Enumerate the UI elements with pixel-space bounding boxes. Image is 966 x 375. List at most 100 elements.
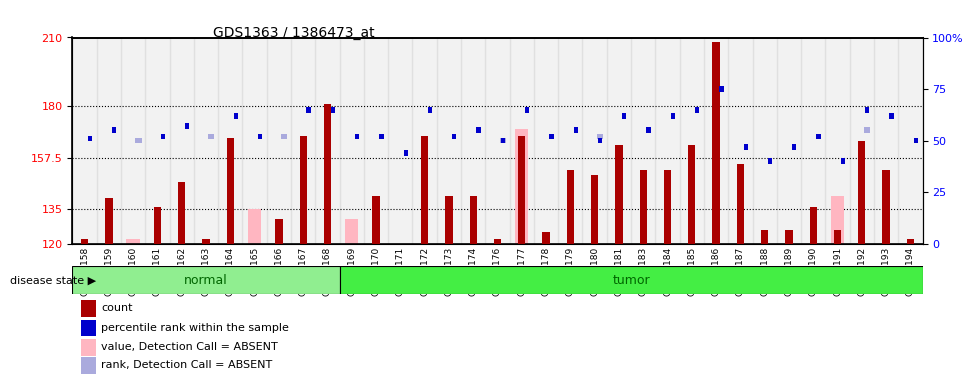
Bar [452,134,456,140]
Bar [421,136,428,244]
Bar [801,38,825,244]
Bar [105,198,113,244]
Bar [202,239,210,244]
Bar [567,170,574,244]
Bar [639,170,647,244]
Bar [558,38,582,244]
Bar [597,134,603,140]
Bar [88,136,92,141]
Text: disease state ▶: disease state ▶ [10,276,96,285]
Bar [646,128,651,133]
Bar [355,134,359,140]
Bar [388,38,412,244]
Bar [831,196,844,244]
Bar [227,138,234,244]
Bar [890,113,894,119]
Bar [485,38,510,244]
Bar [81,300,97,316]
Bar [785,230,793,244]
Bar [777,38,801,244]
Bar [242,38,267,244]
Bar [874,38,898,244]
Bar [607,38,631,244]
Bar [412,38,437,244]
Bar [81,320,97,336]
Bar [914,138,918,144]
Bar [518,136,526,244]
Bar [882,170,890,244]
Bar [299,136,307,244]
Bar [728,38,753,244]
Bar [712,42,720,244]
Text: tumor: tumor [612,274,650,287]
Bar [469,196,477,244]
Bar [816,134,821,140]
Bar [340,266,923,294]
Bar [670,113,675,119]
Bar [330,107,335,112]
Bar [476,128,481,133]
Bar [461,38,485,244]
Bar [428,107,432,112]
Bar [591,175,598,244]
Bar [234,113,238,119]
Bar [840,158,845,164]
Bar [324,104,331,244]
Bar [194,38,218,244]
Text: count: count [101,303,133,313]
Bar [631,38,655,244]
Bar [704,38,728,244]
Bar [154,207,161,244]
Bar [737,164,744,244]
Bar [622,113,626,119]
Text: normal: normal [185,274,228,287]
Bar [72,38,97,244]
Bar [515,129,528,244]
Bar [695,107,699,112]
Bar [437,38,461,244]
Bar [248,209,261,244]
Bar [792,144,796,150]
Bar [306,107,311,112]
Bar [380,134,384,140]
Bar [81,357,97,374]
Text: percentile rank within the sample: percentile rank within the sample [101,323,289,333]
Bar [574,128,578,133]
Bar [121,38,145,244]
Bar [170,38,194,244]
Bar [810,207,817,244]
Bar [500,138,505,144]
Bar [582,38,607,244]
Bar [834,230,841,244]
Bar [510,38,534,244]
Bar [688,145,696,244]
Bar [858,141,866,244]
Bar [372,196,380,244]
Bar [112,128,116,133]
Bar [542,232,550,244]
Bar [135,138,142,144]
Bar [865,107,869,112]
Bar [291,38,315,244]
Bar [72,266,340,294]
Bar [534,38,558,244]
Bar [127,239,140,244]
Bar [258,134,262,140]
Bar [655,38,680,244]
Bar [345,219,358,244]
Bar [680,38,704,244]
Bar [209,134,214,140]
Bar [753,38,777,244]
Bar [97,38,121,244]
Bar [275,219,283,244]
Text: rank, Detection Call = ABSENT: rank, Detection Call = ABSENT [101,360,272,370]
Bar [340,38,364,244]
Bar [218,38,242,244]
Bar [865,128,870,133]
Text: value, Detection Call = ABSENT: value, Detection Call = ABSENT [101,342,278,352]
Bar [720,86,724,92]
Bar [615,145,623,244]
Bar [364,38,388,244]
Bar [850,38,874,244]
Bar [81,239,88,244]
